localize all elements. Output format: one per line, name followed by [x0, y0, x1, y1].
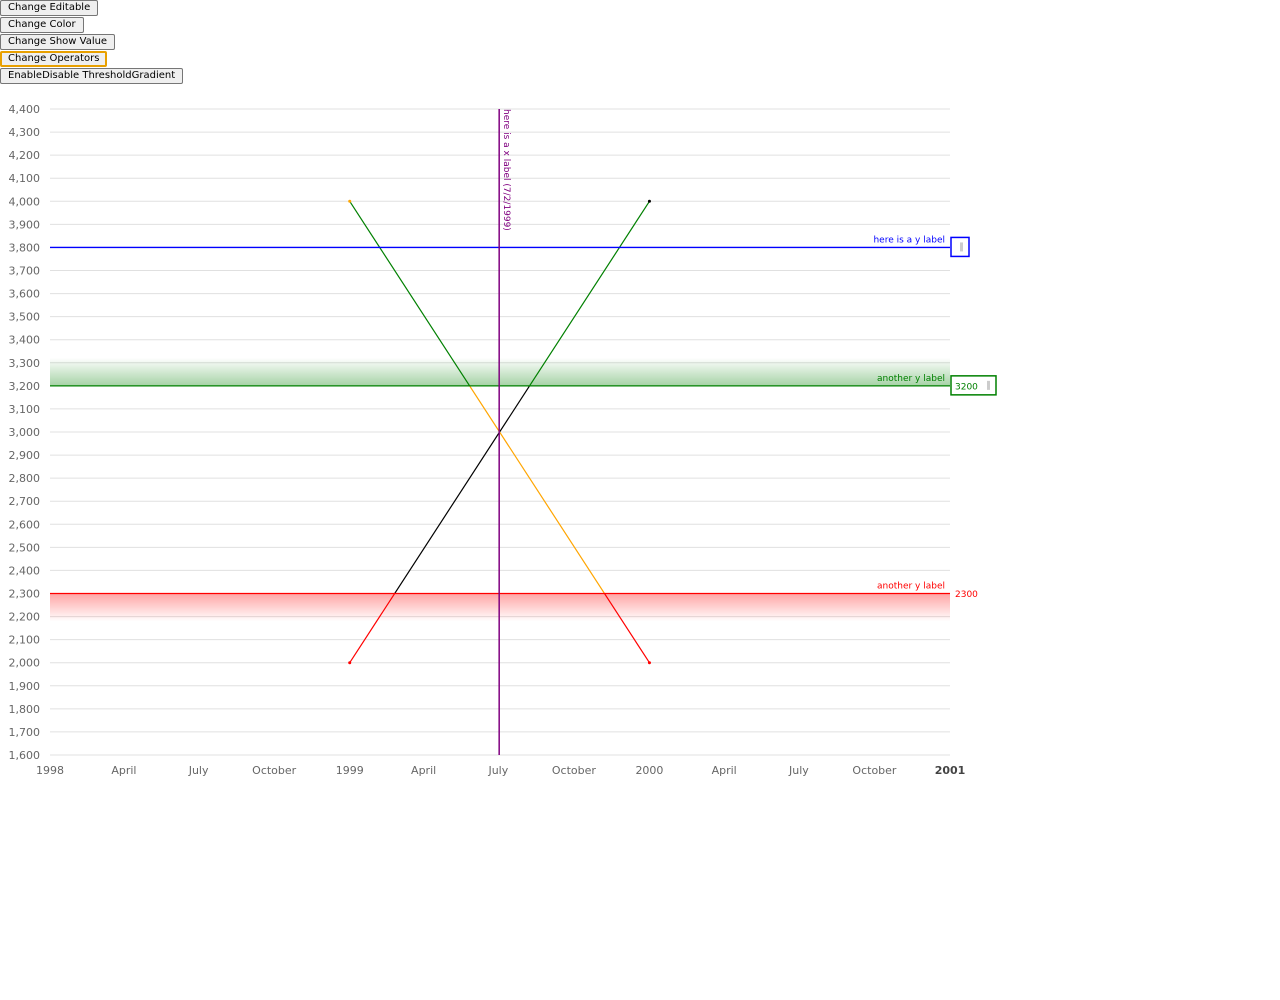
series-point: [348, 199, 352, 203]
threshold-gradient-above: [50, 357, 950, 386]
threshold-drag-handle: [960, 242, 963, 252]
x-threshold-label: here is a x label (7/2/1999): [501, 109, 511, 231]
series-point: [647, 661, 651, 665]
y-tick-label: 2,900: [9, 449, 41, 462]
y-tick-label: 4,400: [9, 103, 41, 116]
y-tick-label: 3,000: [9, 426, 41, 439]
y-tick-label: 3,100: [9, 403, 41, 416]
y-tick-label: 1,600: [9, 749, 41, 762]
x-tick-label: July: [487, 764, 508, 777]
threshold-value-text: 3200: [955, 382, 978, 392]
y-threshold-label: another y label: [877, 582, 945, 592]
y-tick-label: 4,000: [9, 195, 41, 208]
threshold-gradient-below: [50, 593, 950, 622]
y-threshold-label: another y label: [877, 374, 945, 384]
y-tick-label: 2,200: [9, 611, 41, 624]
x-tick-label: 2001: [935, 764, 966, 777]
y-tick-label: 3,700: [9, 265, 41, 278]
threshold-value-box: [950, 375, 997, 396]
y-tick-label: 1,900: [9, 680, 41, 693]
threshold-gradients: [50, 357, 950, 622]
x-axis-ticks: 1998 April July October 1999 April July October…: [36, 764, 965, 777]
y-tick-label: 3,400: [9, 334, 41, 347]
threshold-value-text: 2300: [955, 590, 978, 600]
enable-disable-threshold-gradient-button[interactable]: EnableDisable ThresholdGradient: [0, 68, 184, 84]
y-tick-label: 3,900: [9, 218, 41, 231]
y-tick-label: 3,600: [9, 288, 41, 301]
series-point: [348, 661, 352, 665]
x-tick-label: 1999: [336, 764, 364, 777]
y-tick-label: 4,200: [9, 149, 41, 162]
x-tick-label: October: [552, 764, 596, 777]
y-tick-label: 3,200: [9, 380, 41, 393]
y-tick-label: 1,800: [9, 703, 41, 716]
threshold-drag-handle: [987, 380, 990, 390]
x-tick-label: April: [111, 764, 136, 777]
x-tick-label: October: [852, 764, 896, 777]
x-tick-label: July: [188, 764, 209, 777]
y-tick-label: 2,700: [9, 495, 41, 508]
y-threshold-label: here is a y label: [873, 235, 945, 245]
change-editable-button[interactable]: Change Editable: [0, 0, 99, 16]
y-tick-label: 2,100: [9, 634, 41, 647]
y-tick-label: 2,800: [9, 472, 41, 485]
x-tick-label: 1998: [36, 764, 64, 777]
x-tick-label: July: [788, 764, 809, 777]
series-point: [647, 199, 651, 203]
y-tick-label: 2,000: [9, 657, 41, 670]
y-tick-label: 3,300: [9, 357, 41, 370]
y-tick-label: 1,700: [9, 726, 41, 739]
x-tick-label: 2000: [635, 764, 663, 777]
y-tick-label: 2,300: [9, 588, 41, 601]
x-tick-label: April: [411, 764, 436, 777]
series-line-2-above: [349, 200, 471, 386]
x-tick-label: April: [712, 764, 737, 777]
y-tick-label: 2,600: [9, 518, 41, 531]
change-show-value-button[interactable]: Change Show Value: [0, 34, 116, 50]
x-tick-label: October: [252, 764, 296, 777]
threshold-lines: here is a y label another y label 3200 anot…: [50, 109, 997, 755]
y-axis-ticks: 1,600 1,700 1,800 1,900 2,000 2,100 2,200 2,300…: [9, 103, 41, 762]
change-operators-button[interactable]: Change Operators: [0, 51, 108, 67]
y-tick-label: 2,400: [9, 564, 41, 577]
y-tick-label: 2,500: [9, 541, 41, 554]
y-tick-label: 4,100: [9, 172, 41, 185]
y-tick-label: 3,500: [9, 311, 41, 324]
series-line-1-above: [528, 200, 650, 386]
y-tick-label: 3,800: [9, 241, 41, 254]
change-color-button[interactable]: Change Color: [0, 17, 84, 33]
control-panel: Change Editable Change Color Change Show…: [0, 0, 184, 85]
y-tick-label: 4,300: [9, 126, 41, 139]
